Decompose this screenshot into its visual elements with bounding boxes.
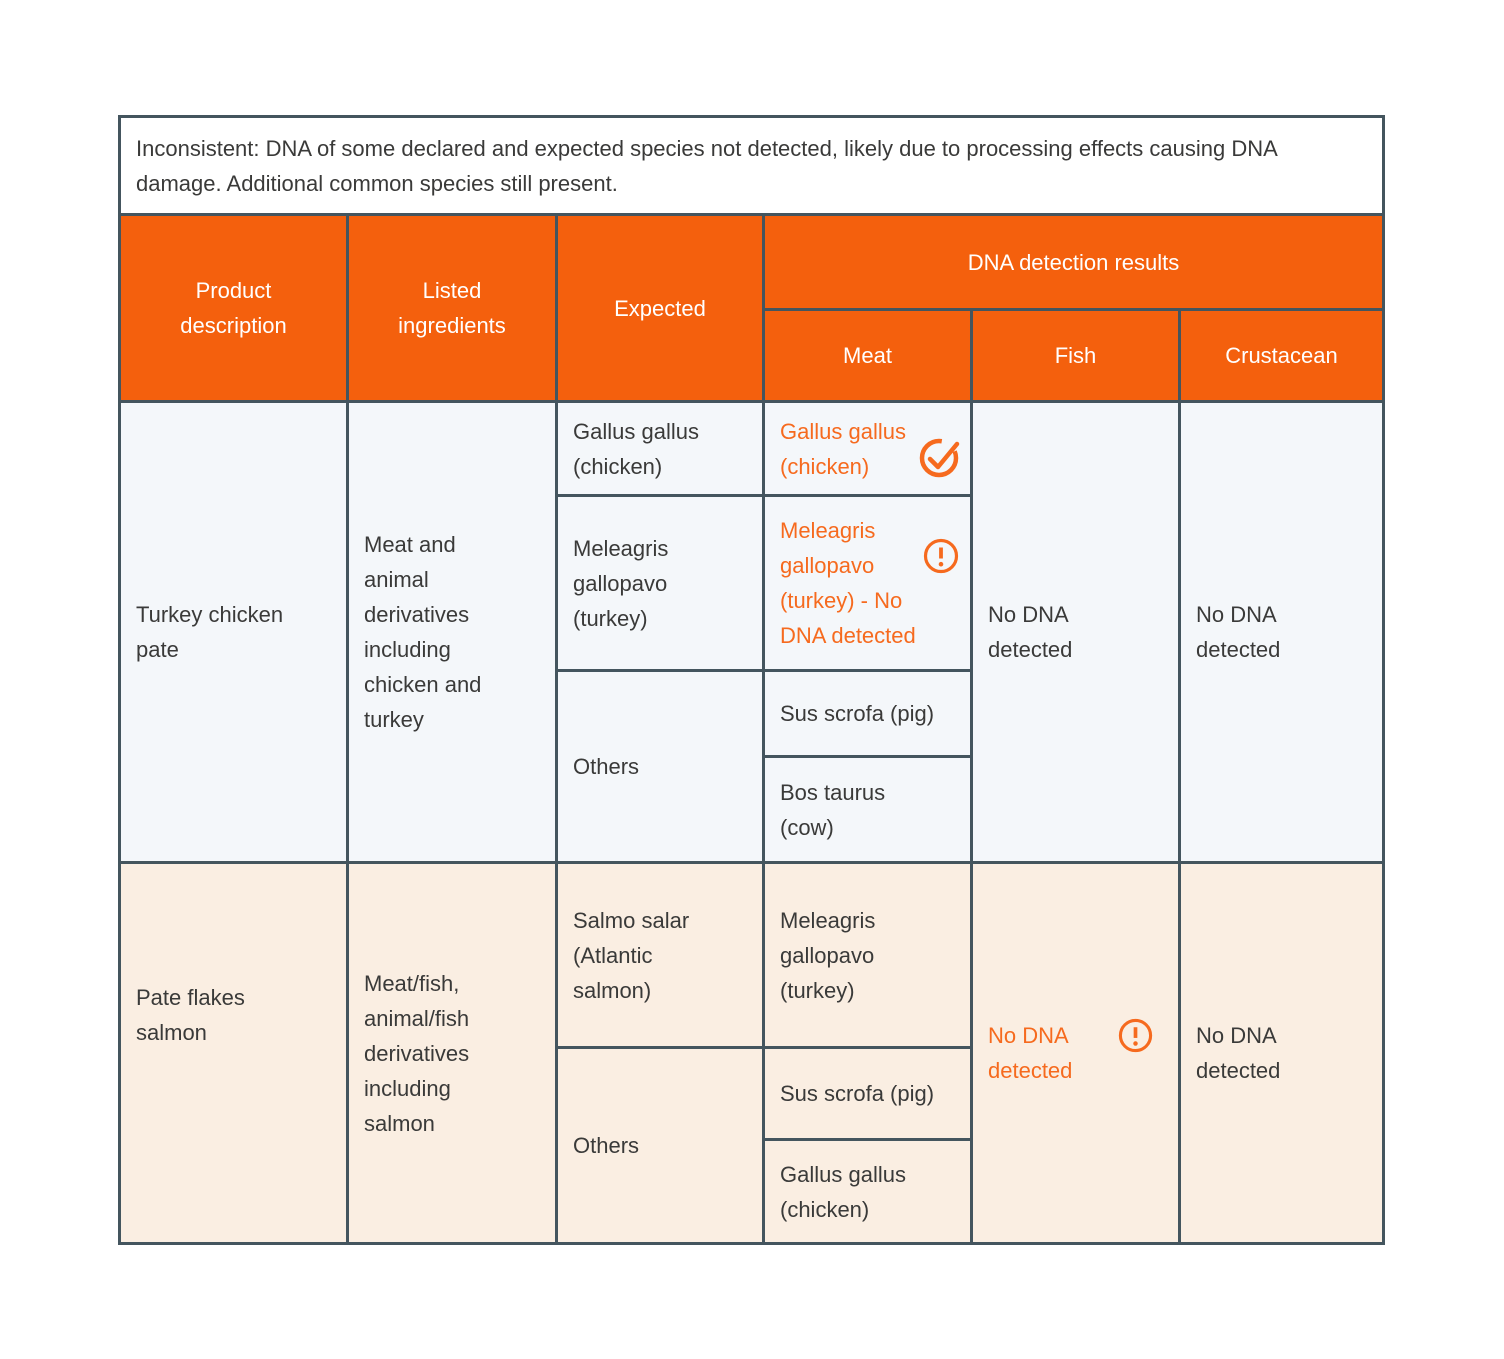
- header-crustacean-label: Crustacean: [1225, 343, 1338, 368]
- header-expected-label: Expected: [614, 295, 706, 321]
- row1-fish-cell: No DNA detected: [973, 403, 1178, 861]
- row2-crustacean-text: No DNA detected: [1196, 1023, 1281, 1083]
- row2-meat-chicken-cell: Gallus gallus (chicken): [765, 1141, 970, 1242]
- row2-crustacean-cell: No DNA detected: [1181, 864, 1382, 1242]
- row1-expected-others-text: Others: [573, 754, 640, 779]
- row2-fish-missing-text: No DNA detected: [988, 1023, 1073, 1083]
- row1-meat-turkey-missing-cell: Meleagris gallopavo (turkey) - No DNA de…: [765, 497, 970, 669]
- row2-product-cell: Pate flakes salmon: [121, 864, 346, 1242]
- header-expected: Expected: [558, 216, 762, 400]
- header-fish-label: Fish: [1054, 343, 1097, 368]
- header-meat-label: Meat: [843, 343, 892, 368]
- warning-circle-icon: [922, 537, 960, 575]
- row2-ingredients-cell: Meat/fish, animal/fish derivatives inclu…: [349, 864, 555, 1242]
- header-dna-detection-results-label: DNA detection results: [967, 249, 1180, 275]
- row1-product-name: Turkey chicken pate: [136, 602, 284, 662]
- row2-expected-salmon-cell: Salmo salar (Atlantic salmon): [558, 864, 762, 1046]
- row1-product-cell: Turkey chicken pate: [121, 403, 346, 861]
- row1-crustacean-cell: No DNA detected: [1181, 403, 1382, 861]
- row2-expected-others-text: Others: [573, 1133, 640, 1158]
- row1-meat-turkey-missing-text: Meleagris gallopavo (turkey) - No DNA de…: [780, 518, 916, 648]
- header-dna-detection-results: DNA detection results: [765, 216, 1382, 308]
- row1-fish-text: No DNA detected: [988, 602, 1073, 662]
- row2-expected-salmon-text: Salmo salar (Atlantic salmon): [573, 907, 690, 1003]
- row2-product-name: Pate flakes salmon: [136, 985, 245, 1045]
- row1-meat-chicken-detected-text: Gallus gallus (chicken): [780, 418, 906, 479]
- row2-meat-pig-cell: Sus scrofa (pig): [765, 1049, 970, 1138]
- row1-meat-cow-text: Bos taurus (cow): [780, 779, 886, 840]
- row1-crustacean-text: No DNA detected: [1196, 602, 1281, 662]
- row2-meat-pig-text: Sus scrofa (pig): [780, 1081, 935, 1106]
- header-listed-ingredients: Listed ingredients: [349, 216, 555, 400]
- row1-meat-chicken-detected-cell: Gallus gallus (chicken): [765, 403, 970, 494]
- row1-expected-chicken-cell: Gallus gallus (chicken): [558, 403, 762, 494]
- dna-results-table: Inconsistent: DNA of some declared and e…: [118, 115, 1385, 1245]
- row1-meat-pig-text: Sus scrofa (pig): [780, 701, 935, 726]
- header-crustacean: Crustacean: [1181, 311, 1382, 400]
- row1-meat-cow-cell: Bos taurus (cow): [765, 758, 970, 861]
- row2-meat-turkey-text: Meleagris gallopavo (turkey): [780, 907, 876, 1003]
- row2-ingredients-text: Meat/fish, animal/fish derivatives inclu…: [364, 970, 470, 1136]
- row1-ingredients-text: Meat and animal derivatives including ch…: [364, 532, 482, 732]
- row1-ingredients-cell: Meat and animal derivatives including ch…: [349, 403, 555, 861]
- header-product-description: Product description: [121, 216, 346, 400]
- header-product-description-label: Product description: [180, 278, 287, 338]
- warning-circle-icon: [1117, 1017, 1154, 1054]
- row2-meat-chicken-text: Gallus gallus (chicken): [780, 1161, 906, 1222]
- header-fish: Fish: [973, 311, 1178, 400]
- row2-meat-turkey-cell: Meleagris gallopavo (turkey): [765, 864, 970, 1046]
- row1-expected-turkey-text: Meleagris gallopavo (turkey): [573, 535, 669, 631]
- row1-expected-others-cell: Others: [558, 672, 762, 861]
- note-text: Inconsistent: DNA of some declared and e…: [136, 135, 1277, 196]
- row2-expected-others-cell: Others: [558, 1049, 762, 1242]
- check-circle-icon: [917, 431, 965, 479]
- header-meat: Meat: [765, 311, 970, 400]
- header-listed-ingredients-label: Listed ingredients: [398, 278, 506, 338]
- row2-fish-missing-cell: No DNA detected: [973, 864, 1178, 1242]
- row1-expected-turkey-cell: Meleagris gallopavo (turkey): [558, 497, 762, 669]
- row1-meat-pig-cell: Sus scrofa (pig): [765, 672, 970, 755]
- row1-expected-chicken-text: Gallus gallus (chicken): [573, 418, 699, 479]
- note-box: Inconsistent: DNA of some declared and e…: [121, 118, 1382, 213]
